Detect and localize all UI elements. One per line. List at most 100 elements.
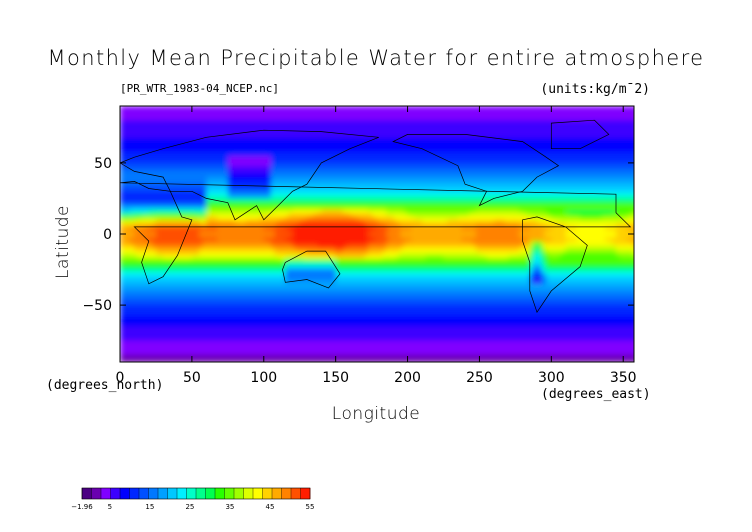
heatmap-cell bbox=[123, 113, 128, 118]
heatmap-cell bbox=[623, 159, 628, 164]
heatmap-cell bbox=[296, 166, 301, 171]
heatmap-cell bbox=[511, 145, 516, 150]
heatmap-cell bbox=[601, 148, 606, 153]
heatmap-cell bbox=[123, 184, 128, 189]
heatmap-cell bbox=[619, 134, 624, 139]
heatmap-cell bbox=[461, 109, 466, 114]
heatmap-cell bbox=[159, 194, 164, 200]
heatmap-cell bbox=[360, 120, 366, 125]
heatmap-cell bbox=[630, 184, 634, 189]
heatmap-cell bbox=[587, 194, 592, 200]
heatmap-cell bbox=[321, 109, 326, 114]
heatmap-cell bbox=[299, 216, 304, 221]
heatmap-cell bbox=[626, 152, 631, 157]
heatmap-cell bbox=[274, 113, 279, 118]
heatmap-cell bbox=[213, 141, 218, 146]
heatmap-cell bbox=[414, 120, 419, 125]
heatmap-cell bbox=[414, 223, 419, 228]
heatmap-cell bbox=[501, 219, 506, 224]
heatmap-cell bbox=[270, 177, 276, 182]
heatmap-cell bbox=[310, 148, 315, 153]
heatmap-cell bbox=[612, 141, 617, 146]
heatmap-cell bbox=[170, 212, 175, 217]
heatmap-cell bbox=[292, 191, 297, 196]
heatmap-cell bbox=[217, 226, 222, 232]
heatmap-cell bbox=[580, 173, 585, 178]
heatmap-cell bbox=[511, 223, 516, 228]
heatmap-cell bbox=[292, 177, 297, 182]
heatmap-cell bbox=[148, 127, 153, 132]
heatmap-cell bbox=[411, 209, 416, 214]
heatmap-cell bbox=[450, 141, 455, 146]
heatmap-cell bbox=[350, 170, 355, 175]
heatmap-cell bbox=[475, 120, 481, 125]
heatmap-cell bbox=[120, 130, 125, 136]
heatmap-cell bbox=[382, 106, 387, 111]
heatmap-cell bbox=[227, 198, 233, 203]
heatmap-cell bbox=[375, 170, 380, 175]
heatmap-cell bbox=[465, 162, 470, 168]
heatmap-cell bbox=[274, 127, 279, 132]
heatmap-cell bbox=[166, 130, 171, 136]
heatmap-cell bbox=[227, 109, 233, 114]
heatmap-cell bbox=[598, 170, 603, 175]
heatmap-cell bbox=[461, 159, 466, 164]
heatmap-cell bbox=[278, 109, 283, 114]
heatmap-cell bbox=[411, 162, 416, 168]
heatmap-cell bbox=[123, 226, 128, 232]
heatmap-cell bbox=[155, 166, 161, 171]
heatmap-cell bbox=[227, 180, 233, 185]
heatmap-cell bbox=[235, 141, 240, 146]
heatmap-cell bbox=[296, 177, 301, 182]
heatmap-cell bbox=[486, 113, 491, 118]
heatmap-cell bbox=[425, 198, 430, 203]
heatmap-cell bbox=[439, 194, 445, 200]
heatmap-cell bbox=[350, 148, 355, 153]
heatmap-cell bbox=[141, 148, 146, 153]
heatmap-cell bbox=[148, 123, 153, 128]
heatmap-cell bbox=[288, 216, 294, 221]
heatmap-cell bbox=[368, 138, 373, 143]
heatmap-cell bbox=[475, 106, 481, 111]
heatmap-cell bbox=[220, 162, 225, 168]
heatmap-cell bbox=[332, 226, 337, 232]
heatmap-cell bbox=[465, 141, 470, 146]
heatmap-cell bbox=[447, 116, 452, 121]
heatmap-cell bbox=[547, 177, 552, 182]
heatmap-cell bbox=[242, 180, 247, 185]
heatmap-cell bbox=[608, 194, 614, 200]
heatmap-cell bbox=[335, 141, 340, 146]
heatmap-cell bbox=[580, 106, 585, 111]
heatmap-cell bbox=[501, 170, 506, 175]
heatmap-cell bbox=[141, 177, 146, 182]
heatmap-cell bbox=[580, 113, 585, 118]
heatmap-cell bbox=[231, 184, 236, 189]
heatmap-cell bbox=[486, 212, 491, 217]
heatmap-cell bbox=[598, 166, 603, 171]
heatmap-cell bbox=[576, 187, 581, 192]
heatmap-cell bbox=[475, 173, 481, 178]
heatmap-cell bbox=[411, 166, 416, 171]
heatmap-cell bbox=[296, 134, 301, 139]
heatmap-cell bbox=[598, 177, 603, 182]
heatmap-cell bbox=[346, 173, 351, 178]
heatmap-cell bbox=[400, 123, 405, 128]
heatmap-cell bbox=[486, 187, 491, 192]
heatmap-cell bbox=[526, 138, 531, 143]
heatmap-cell bbox=[306, 170, 312, 175]
heatmap-cell bbox=[155, 113, 161, 118]
heatmap-cell bbox=[432, 116, 437, 121]
heatmap-cell bbox=[414, 170, 419, 175]
heatmap-cell bbox=[357, 187, 362, 192]
heatmap-cell bbox=[508, 187, 513, 192]
heatmap-cell bbox=[612, 205, 617, 210]
heatmap-cell bbox=[529, 191, 534, 196]
heatmap-cell bbox=[357, 170, 362, 175]
heatmap-cell bbox=[393, 194, 398, 200]
heatmap-cell bbox=[626, 219, 631, 224]
heatmap-cell bbox=[342, 198, 348, 203]
heatmap-cell bbox=[375, 127, 380, 132]
heatmap-cell bbox=[493, 209, 499, 214]
heatmap-cell bbox=[432, 141, 437, 146]
heatmap-cell bbox=[565, 109, 570, 114]
